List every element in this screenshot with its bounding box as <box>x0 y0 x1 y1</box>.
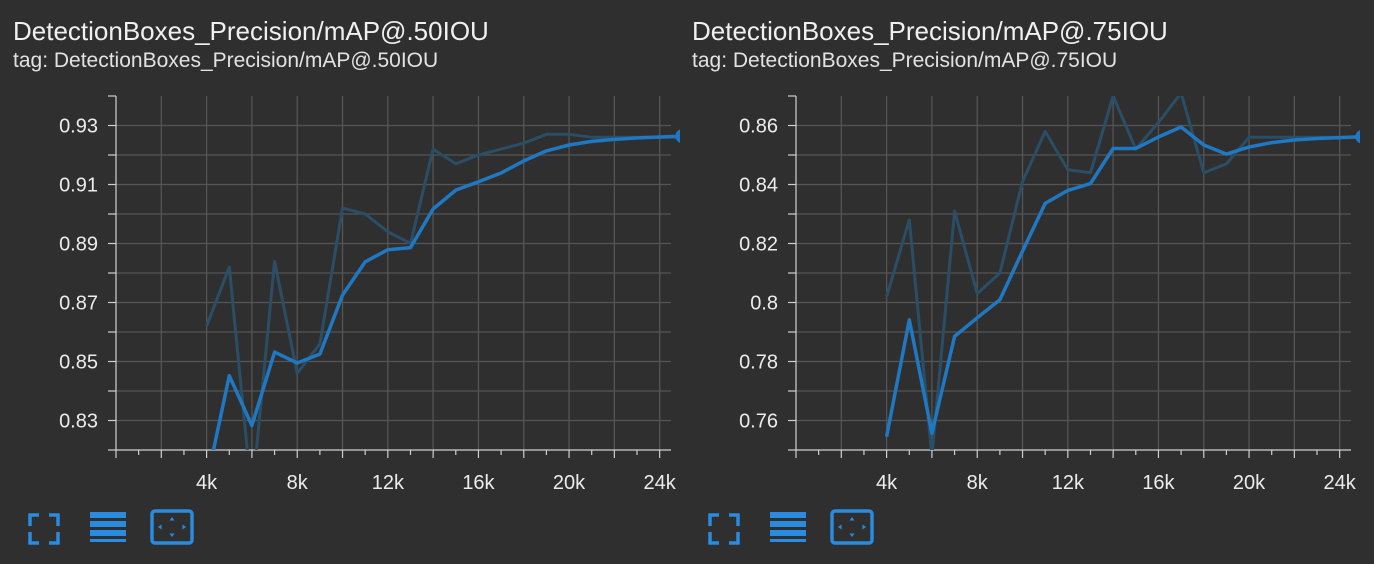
y-tick-label: 0.83 <box>59 411 98 433</box>
plot-area <box>205 132 680 450</box>
list-icon <box>90 512 126 542</box>
toggle-log-scale-button[interactable] <box>88 506 128 546</box>
fit-domain-button[interactable] <box>150 506 196 546</box>
chart-toolbar <box>680 506 1360 552</box>
raw-series-line <box>885 96 1360 450</box>
y-tick-label: 0.85 <box>59 352 98 374</box>
last-point-marker <box>675 129 680 143</box>
raw-series-line <box>205 132 680 450</box>
x-tick-label: 20k <box>553 472 586 494</box>
y-tick-label: 0.93 <box>59 116 98 138</box>
fullscreen-icon <box>28 513 60 545</box>
chart-title: DetectionBoxes_Precision/mAP@.75IOU <box>692 16 1168 46</box>
x-tick-label: 20k <box>1233 472 1266 494</box>
x-tick-label: 4k <box>876 472 898 494</box>
list-icon <box>770 512 806 542</box>
chart-tag: tag: DetectionBoxes_Precision/mAP@.75IOU <box>692 49 1118 72</box>
fit-domain-button[interactable] <box>830 506 876 546</box>
fit-domain-icon <box>830 509 874 545</box>
line-chart[interactable]: 0.83 0.85 0.87 0.89 0.91 0.93 4k 8k 12k 16k 20k 24k <box>0 0 680 500</box>
grid <box>796 96 1351 450</box>
x-tick-label: 8k <box>967 472 989 494</box>
y-tick-label: 0.82 <box>739 234 778 256</box>
chart-card-map50: DetectionBoxes_Precision/mAP@.50IOU tag:… <box>0 0 680 564</box>
x-tick-label: 16k <box>1142 472 1175 494</box>
smoothed-series-line <box>884 125 1360 438</box>
smoothed-series-line <box>211 134 680 450</box>
fullscreen-icon <box>708 513 740 545</box>
y-tick-label: 0.87 <box>59 293 98 315</box>
x-tick-label: 4k <box>196 472 218 494</box>
y-tick-label: 0.91 <box>59 175 98 197</box>
x-tick-label: 12k <box>1052 472 1085 494</box>
y-tick-label: 0.78 <box>739 352 778 374</box>
y-tick-label: 0.84 <box>739 175 778 197</box>
fullscreen-button[interactable] <box>28 506 60 546</box>
plot-area <box>884 96 1360 450</box>
chart-tag: tag: DetectionBoxes_Precision/mAP@.50IOU <box>13 49 439 72</box>
x-tick-label: 16k <box>462 472 495 494</box>
fullscreen-button[interactable] <box>708 506 740 546</box>
chart-card-map75: DetectionBoxes_Precision/mAP@.75IOU tag:… <box>680 0 1360 564</box>
chart-toolbar <box>0 506 680 552</box>
fit-domain-icon <box>150 509 194 545</box>
x-tick-label: 24k <box>644 472 677 494</box>
y-tick-label: 0.8 <box>750 293 778 315</box>
y-tick-label: 0.89 <box>59 234 98 256</box>
chart-title: DetectionBoxes_Precision/mAP@.50IOU <box>13 16 489 46</box>
y-tick-label: 0.76 <box>739 411 778 433</box>
grid <box>116 96 671 450</box>
toggle-log-scale-button[interactable] <box>768 506 808 546</box>
y-tick-label: 0.86 <box>739 116 778 138</box>
last-point-marker <box>1355 130 1360 144</box>
line-chart[interactable]: 0.76 0.78 0.8 0.82 0.84 0.86 4k 8k 12k 16k 20k 24k <box>680 0 1360 500</box>
x-tick-label: 24k <box>1324 472 1357 494</box>
x-tick-label: 8k <box>287 472 309 494</box>
x-tick-label: 12k <box>372 472 405 494</box>
